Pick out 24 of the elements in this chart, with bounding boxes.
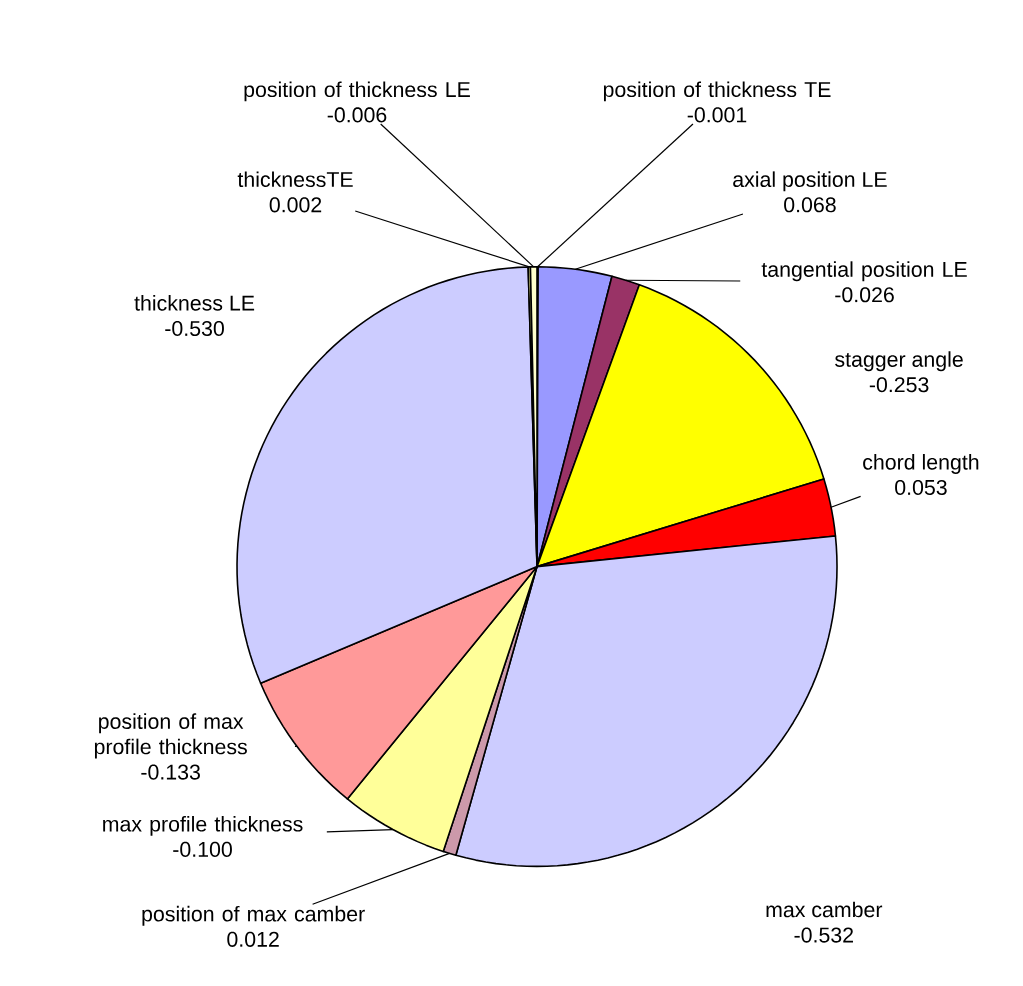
text: 0.012 [227,931,279,947]
text: -0.530 [165,320,224,336]
slice-label: thicknessTE [237,171,353,187]
text: -0.001 [687,107,747,123]
text: 0.068 [784,197,836,213]
slice-label: stagger angle [835,351,963,371]
text: -0.100 [173,841,232,857]
text: -0.026 [835,287,894,303]
slice-label: tangential position LE [761,261,967,282]
slice-label: position of max camber [142,905,365,926]
slice-label: chord length [863,453,979,474]
slice-label: position of thickness TE [603,81,831,102]
slice-label: max camber [766,901,883,918]
text: -0.006 [327,107,387,123]
text: 0.002 [269,197,322,213]
text: -0.532 [794,927,853,943]
legend-label: position of max profile thickness [94,713,247,759]
slice-label: position of thickness LE [244,81,470,102]
slice-label: thickness LE [134,294,255,311]
text: -0.133 [141,764,200,780]
text: 0.053 [895,479,947,495]
text: -0.253 [869,376,929,393]
slice-label: max profile thickness [103,815,303,836]
slice-label: axial position LE [733,171,887,192]
